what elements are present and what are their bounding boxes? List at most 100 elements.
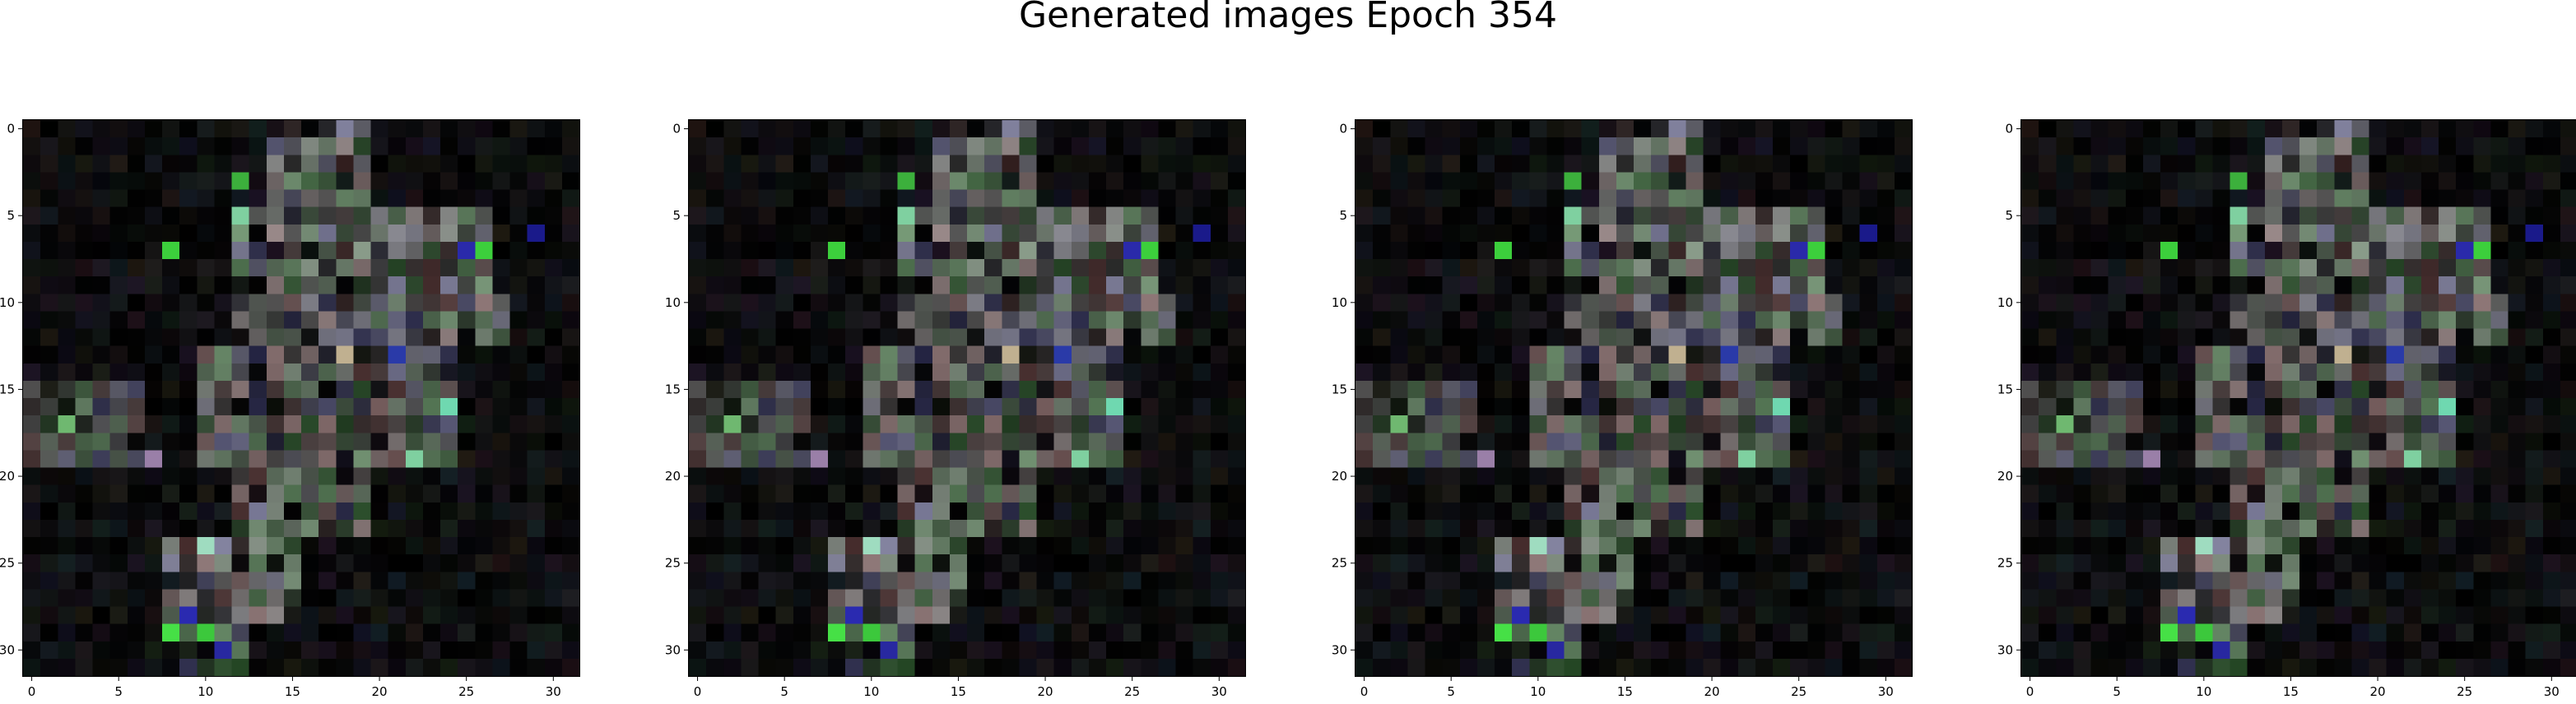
pixel (1686, 120, 1704, 138)
pixel (1773, 206, 1791, 225)
pixel (828, 380, 846, 399)
pixel (75, 206, 93, 225)
pixel (2056, 189, 2074, 208)
pixel (2560, 172, 2576, 190)
pixel (1598, 623, 1617, 642)
pixel (231, 467, 250, 486)
pixel (40, 398, 58, 416)
pixel (1876, 658, 1895, 676)
pixel (197, 450, 215, 468)
pixel (2525, 623, 2544, 642)
pixel (2525, 450, 2544, 468)
pixel (1564, 311, 1583, 329)
pixel (828, 415, 846, 433)
pixel (1737, 606, 1756, 625)
pixel (2299, 502, 2318, 521)
pixel (1053, 241, 1072, 260)
pixel (2386, 572, 2405, 590)
pixel (2178, 658, 2196, 676)
pixel (1859, 189, 1878, 208)
pixel (509, 537, 528, 555)
pixel (2525, 328, 2544, 347)
pixel (388, 172, 407, 190)
pixel (1807, 606, 1825, 625)
pixel (1036, 415, 1055, 433)
pixel (2108, 484, 2127, 503)
pixel (1616, 398, 1634, 416)
pixel (405, 276, 424, 294)
pixel (2473, 120, 2491, 138)
pixel (828, 641, 846, 660)
pixel (1859, 311, 1878, 329)
pixel (1807, 259, 1825, 277)
pixel (23, 589, 41, 607)
pixel (1598, 467, 1617, 486)
pixel (1355, 259, 1374, 277)
pixel (1407, 224, 1425, 243)
pixel (92, 467, 111, 486)
pixel (544, 172, 563, 190)
pixel (1407, 206, 1425, 225)
pixel (353, 572, 371, 590)
pixel (2178, 189, 2196, 208)
pixel (863, 120, 881, 138)
pixel (1407, 259, 1425, 277)
pixel (1616, 537, 1634, 555)
pixel (405, 155, 424, 173)
pixel (949, 398, 968, 416)
pixel (109, 276, 128, 294)
pixel (2560, 641, 2576, 660)
pixel (1634, 484, 1652, 503)
pixel (1495, 294, 1513, 312)
pixel (967, 519, 985, 538)
pixel (897, 380, 916, 399)
pixel (231, 537, 250, 555)
pixel (1703, 380, 1722, 399)
pixel (266, 589, 285, 607)
pixel (214, 502, 232, 521)
pixel (1512, 433, 1530, 451)
pixel (2317, 328, 2335, 347)
pixel (949, 572, 968, 590)
pixel (283, 363, 302, 382)
pixel (1210, 398, 1229, 416)
pixel (758, 276, 777, 294)
pixel (1876, 519, 1895, 538)
pixel (1071, 537, 1090, 555)
pixel (741, 467, 759, 486)
pixel (2334, 206, 2352, 225)
pixel (2212, 276, 2230, 294)
pixel (1373, 137, 1391, 155)
pixel (1651, 554, 1669, 572)
pixel (1529, 294, 1547, 312)
pixel (231, 450, 250, 468)
pixel (422, 328, 441, 347)
pixel (23, 623, 41, 642)
pixel (1703, 467, 1722, 486)
pixel (2317, 206, 2335, 225)
pixel (1425, 172, 1444, 190)
pixel (1355, 380, 1374, 399)
pixel (1790, 276, 1808, 294)
pixel (2056, 658, 2074, 676)
pixel (2369, 623, 2388, 642)
pixel (2334, 572, 2352, 590)
pixel (1737, 519, 1756, 538)
pixel (527, 433, 546, 451)
pixel (2560, 345, 2576, 364)
pixel (388, 311, 407, 329)
pixel (1703, 502, 1722, 521)
pixel (2473, 606, 2491, 625)
pixel (863, 641, 881, 660)
pixel (58, 519, 76, 538)
pixel (405, 502, 424, 521)
pixel (1564, 155, 1583, 173)
pixel (527, 519, 546, 538)
pixel (2473, 450, 2491, 468)
pixel (197, 519, 215, 538)
pixel (1564, 363, 1583, 382)
pixel (509, 658, 528, 676)
pixel (1355, 572, 1374, 590)
pixel (214, 467, 232, 486)
pixel (2230, 433, 2248, 451)
